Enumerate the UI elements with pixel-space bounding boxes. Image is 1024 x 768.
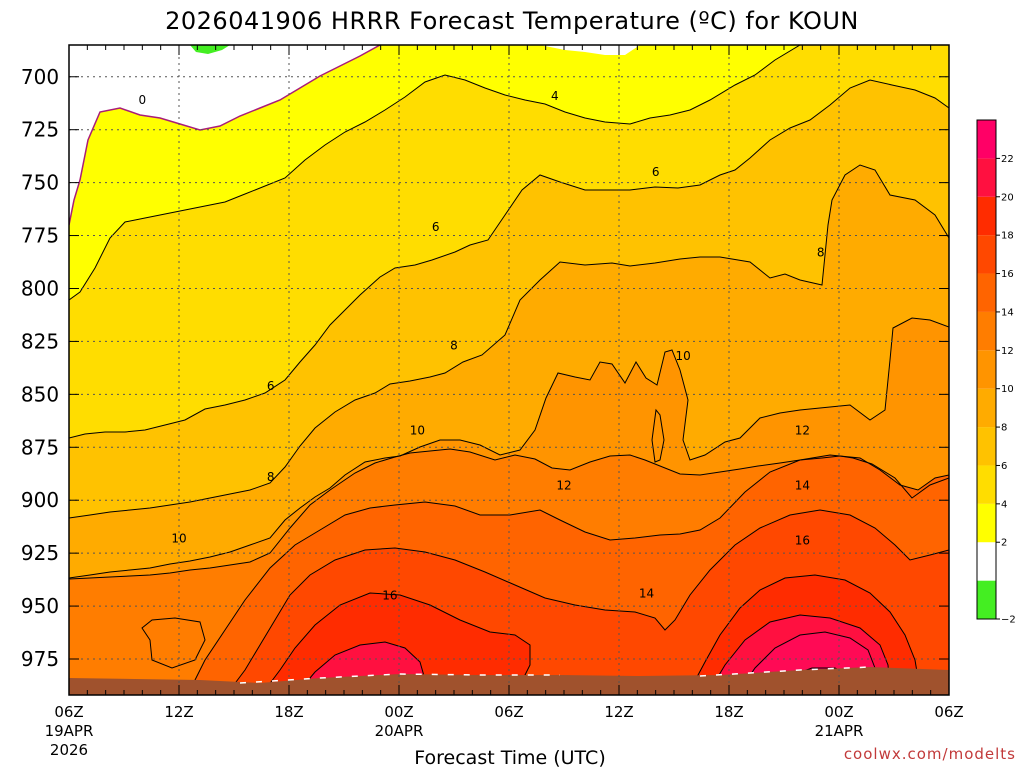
contour-label: 14 [639,586,654,600]
colorbar-tick-label: −2 [1001,615,1016,626]
credit-text: coolwx.com/modelts [844,745,1016,763]
x-tick-label: 18Z [274,703,303,721]
contour-line-0 [69,45,381,226]
colorbar-tick-label: 10 [1001,384,1014,395]
y-tick-label: 825 [21,329,59,353]
contour-line-8 [69,317,949,579]
x-tick-label: 00Z [824,703,853,721]
contour-line-14 [229,509,949,691]
y-tick-label: 950 [21,594,59,618]
fill-level-freezing-patch [540,45,640,55]
contour-line-10 [69,448,949,580]
colorbar-swatch [977,158,996,197]
contour-label: 0 [139,93,147,107]
colorbar-swatch [977,235,996,274]
colorbar-swatch [977,388,996,428]
x-tick-label: 12Z [604,703,633,721]
y-tick-label: 875 [21,435,59,459]
contour-label: 8 [817,245,825,259]
terrain-highlight [239,666,871,684]
x-tick-label: 12Z [164,703,193,721]
contour-line-16 [264,574,921,691]
x-tick-label: 06Z [494,703,523,721]
colorbar-swatch [977,311,996,351]
colorbar-frame [976,119,997,620]
fill-level-minus2-patch [190,45,230,54]
contour-line-12 [189,454,949,691]
colorbar-tick-label: 14 [1001,307,1014,318]
x-tick-date-label: 21APR [815,722,864,740]
colorbar-swatch [977,580,996,619]
colorbar-swatch [977,503,996,543]
contour-label: 4 [551,89,559,103]
contour-line-4 [69,79,949,439]
colorbar-swatch [977,350,996,389]
y-tick-label: 700 [21,65,59,89]
contour-label: 16 [382,588,397,602]
y-tick-label: 725 [21,118,59,142]
colorbar-swatch [977,427,996,466]
colorbar-swatch [977,120,996,159]
y-tick-label: 850 [21,382,59,406]
contour-line-6 [69,164,949,519]
fill-level-below-0 [69,45,380,225]
colorbar-tick-label: 12 [1001,346,1014,357]
colorbar-tick-label: 6 [1001,461,1007,472]
y-tick-label: 775 [21,224,59,248]
colorbar-swatch [977,196,996,236]
colorbar-tick-label: 4 [1001,499,1007,510]
fill-level-0-2 [69,45,949,300]
y-tick-label: 800 [21,276,59,300]
x-tick-year-label: 2026 [50,741,88,759]
colorbar-tick-label: 20 [1001,192,1014,203]
contour-line-20 [739,631,876,691]
x-tick-label: 06Z [934,703,963,721]
contour-line-8-island [651,408,665,463]
fill-level-18-20 [300,615,890,690]
contour-label: 12 [556,478,571,492]
gridlines [69,45,949,695]
x-tick-label: 00Z [384,703,413,721]
colorbar-tick-label: 22 [1001,154,1014,165]
plot-area: 0 4 6 6 8 8 10 6 10 12 8 12 14 10 16 16 14 [69,45,949,695]
x-axis-label: Forecast Time (UTC) [414,747,605,768]
contour-line-10-lower [141,617,206,669]
contour-label: 6 [652,165,660,179]
contour-labels: 0 4 6 6 8 8 10 6 10 12 8 12 14 10 16 16 14 [139,89,825,603]
contour-label: 8 [450,339,458,353]
y-tick-label: 925 [21,541,59,565]
y-tick-label: 750 [21,171,59,195]
x-tick-label: 06Z [54,703,83,721]
colorbar-tick-label: 8 [1001,423,1007,434]
contour-line-18 [299,614,891,691]
contour-line-2 [69,45,801,301]
colorbar-swatch [977,273,996,312]
x-tick-date-label: 20APR [375,722,424,740]
contour-label: 10 [410,423,425,437]
contour-label: 6 [267,379,275,393]
y-axis: 700 725 750 775 800 825 850 875 900 925 950 975 [21,65,949,671]
contour-label: 16 [795,533,810,547]
contour-label: 10 [676,349,691,363]
contour-label: 8 [267,470,275,484]
colorbar: −2 2 4 6 8 10 12 14 16 18 20 22 [976,119,1016,626]
x-tick-label: 18Z [714,703,743,721]
contour-label: 12 [795,423,810,437]
colorbar-swatch [977,465,996,504]
contour-label: 10 [171,531,186,545]
contour-label: 6 [432,220,440,234]
colorbar-tick-label: 18 [1001,231,1014,242]
colorbar-tick-label: 16 [1001,269,1014,280]
colorbar-swatch [977,542,996,581]
chart-title: 2026041906 HRRR Forecast Temperature (ºC… [165,7,859,35]
x-tick-date-label: 19APR [45,722,94,740]
contour-label: 14 [795,478,810,492]
colorbar-tick-label: 2 [1001,538,1007,549]
y-tick-label: 975 [21,647,59,671]
y-tick-label: 900 [21,488,59,512]
